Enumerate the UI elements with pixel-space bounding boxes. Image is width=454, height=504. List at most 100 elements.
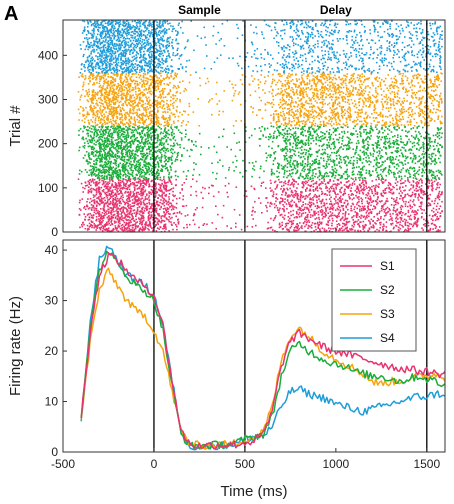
raster-dot: [299, 141, 301, 143]
raster-dot: [359, 205, 361, 208]
raster-dot: [327, 224, 330, 226]
raster-dot: [365, 193, 367, 196]
raster-dot: [328, 188, 331, 190]
raster-dot: [162, 144, 165, 146]
raster-dot: [125, 134, 128, 136]
raster-dot: [387, 210, 390, 213]
raster-dot: [357, 187, 359, 189]
raster-dot: [104, 146, 106, 148]
raster-dot: [355, 149, 357, 151]
raster-dot: [283, 148, 286, 151]
raster-dot: [419, 159, 421, 161]
raster-dot: [149, 220, 151, 223]
raster-dot: [133, 186, 136, 188]
raster-dot: [98, 136, 100, 139]
raster-dot: [435, 208, 438, 211]
raster-dot: [434, 163, 436, 165]
raster-dot: [136, 148, 138, 151]
raster-dot: [334, 134, 337, 136]
raster-dot: [134, 178, 137, 180]
raster-dot: [98, 174, 100, 177]
raster-dot: [101, 133, 103, 135]
raster-dot: [356, 133, 359, 135]
raster-dot: [157, 197, 159, 199]
raster-dot: [193, 223, 196, 226]
raster-dot: [112, 152, 114, 154]
raster-dot: [145, 157, 148, 159]
raster-dot: [90, 181, 93, 183]
raster-dot: [341, 143, 343, 145]
raster-dot: [355, 142, 358, 145]
raster-dot: [195, 194, 198, 197]
raster-dot: [362, 188, 365, 190]
raster-dot: [158, 144, 161, 146]
raster-dot: [368, 189, 370, 192]
raster-dot: [265, 136, 267, 139]
raster-dot: [415, 187, 417, 190]
raster-dot: [392, 142, 394, 144]
raster-dot: [115, 175, 118, 177]
raster-dot: [136, 210, 139, 212]
raster-dot: [141, 194, 144, 196]
raster-dot: [420, 190, 422, 193]
raster-dot: [322, 144, 324, 146]
raster-dot: [375, 145, 378, 147]
raster-dot: [101, 139, 103, 141]
raster-dot: [330, 147, 332, 150]
raster-dot: [404, 229, 406, 232]
raster-dot: [409, 214, 412, 217]
raster-dot: [148, 192, 150, 195]
raster-dot: [167, 219, 170, 221]
raster-dot: [111, 145, 114, 148]
raster-dot: [322, 210, 324, 212]
raster-dot: [116, 177, 119, 179]
raster-dot: [107, 166, 110, 169]
raster-dot: [163, 178, 165, 180]
raster-dot: [310, 137, 312, 140]
raster-dot: [283, 188, 285, 190]
raster-dot: [374, 190, 376, 192]
raster-dot: [330, 202, 333, 205]
raster-dot: [329, 137, 332, 139]
raster-dot: [122, 209, 124, 212]
raster-dot: [139, 183, 142, 186]
raster-dot: [329, 154, 332, 157]
raster-dot: [389, 215, 392, 218]
raster-dot: [284, 147, 286, 150]
raster-dot: [413, 218, 416, 220]
raster-dot: [318, 170, 321, 173]
raster-dot: [390, 223, 392, 225]
raster-dot: [98, 227, 101, 229]
raster-dot: [402, 220, 404, 222]
raster-dot: [345, 185, 348, 188]
raster-dot: [95, 155, 97, 157]
raster-dot: [403, 182, 405, 184]
raster-dot: [365, 182, 367, 184]
raster-dot: [141, 175, 143, 177]
raster-dot: [141, 223, 143, 226]
raster-dot: [346, 181, 349, 183]
raster-dot: [195, 145, 197, 147]
raster-dot: [104, 156, 107, 158]
raster-dot: [340, 161, 343, 164]
raster-dot: [383, 218, 385, 221]
raster-dot: [300, 215, 303, 217]
raster-dot: [155, 173, 157, 175]
raster-dot: [148, 147, 150, 149]
raster-dot: [88, 154, 91, 157]
raster-dot: [132, 205, 134, 207]
raster-dot: [159, 184, 161, 186]
raster-dot: [114, 197, 117, 199]
raster-dot: [141, 229, 144, 232]
raster-dot: [369, 174, 372, 176]
raster-dot: [378, 219, 380, 221]
raster-dot: [107, 151, 109, 154]
raster-dot: [139, 147, 141, 150]
raster-dot: [133, 165, 136, 167]
raster-dot: [394, 182, 397, 184]
raster-dot: [315, 158, 318, 161]
raster-dot: [111, 184, 114, 186]
raster-dot: [140, 188, 143, 190]
raster-dot: [170, 169, 172, 171]
raster-dot: [130, 144, 132, 146]
